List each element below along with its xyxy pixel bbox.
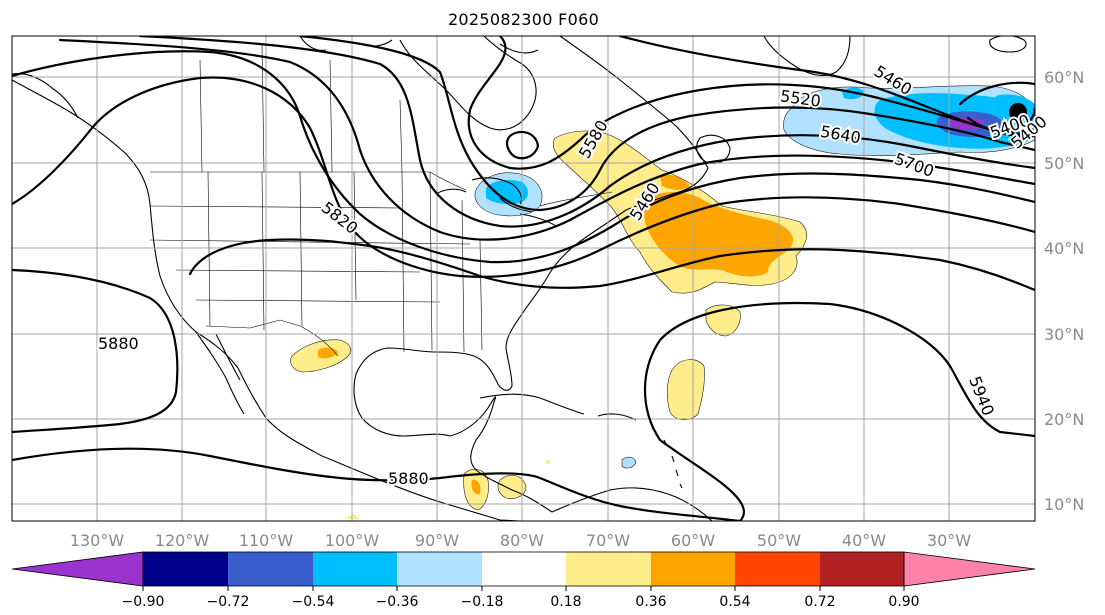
coast-gulf <box>353 347 451 437</box>
map-title: 2025082300 F060 <box>447 10 600 29</box>
coast-iceland <box>989 36 1027 53</box>
border-states-h1 <box>149 205 471 303</box>
colorbar-tick-label: 0.18 <box>550 594 581 610</box>
pos-field-central-america-a-mid <box>471 479 481 495</box>
coast-hudson-bay <box>399 36 537 131</box>
coast-us-east <box>435 209 627 391</box>
contour-label: 5880 <box>388 469 429 488</box>
neg-field-small-caribbean <box>621 456 637 469</box>
colorbar: −0.90 −0.72 −0.54 −0.36 −0.18 0.18 0.36 … <box>11 551 1036 610</box>
contour-5520-inner <box>505 130 540 160</box>
lon-label: 70°W <box>586 531 630 550</box>
colorbar-tick-label: −0.90 <box>122 594 165 610</box>
contour-5760 <box>12 50 1035 264</box>
contour-5880-main <box>12 447 742 521</box>
coastlines <box>12 36 1027 521</box>
lat-label: 50°N <box>1044 154 1084 173</box>
coast-cuba <box>479 393 585 415</box>
coast-great-lakes <box>435 177 557 227</box>
political-borders <box>149 43 613 357</box>
pos-field-small-1 <box>546 460 550 464</box>
colorbar-segment <box>735 552 820 586</box>
colorbar-extend-min <box>11 551 144 587</box>
coast-south-america <box>551 487 713 521</box>
graticule <box>12 36 1035 521</box>
colorbar-segment <box>397 552 482 586</box>
contour-5820 <box>12 76 1035 278</box>
map-frame <box>11 35 1036 522</box>
lon-label: 60°W <box>671 531 715 550</box>
coast-labrador <box>559 36 709 211</box>
colorbar-segment <box>482 552 566 586</box>
lon-label: 130°W <box>70 531 125 550</box>
pos-field-nw-atlantic-upper <box>660 174 690 190</box>
contour-5640 <box>138 36 1035 228</box>
lat-label: 10°N <box>1044 495 1084 514</box>
lon-label: 100°W <box>325 531 380 550</box>
lat-label: 60°N <box>1044 68 1084 87</box>
colorbar-segment <box>820 552 904 586</box>
colorbar-segment <box>313 552 397 586</box>
coast-central-america <box>449 396 553 513</box>
neg-field-great-lakes-mid <box>486 180 528 205</box>
colorbar-tick-label: 0.54 <box>719 594 750 610</box>
colorbar-tick-label: −0.18 <box>461 594 504 610</box>
longitude-labels: 130°W 120°W 110°W 100°W 90°W 80°W 70°W 6… <box>70 531 971 550</box>
colorbar-tick-label: −0.54 <box>292 594 335 610</box>
colorbar-tick-label: −0.72 <box>207 594 250 610</box>
lat-label: 30°N <box>1044 325 1084 344</box>
lon-label: 50°W <box>757 531 801 550</box>
lon-label: 80°W <box>500 531 544 550</box>
colorbar-segment <box>566 552 651 586</box>
colorbar-extend-max <box>903 551 1036 587</box>
colorbar-segment <box>651 552 735 586</box>
coast-west-north-america <box>12 79 521 521</box>
colorbar-ticks <box>142 586 905 591</box>
colorbar-segment <box>143 552 228 586</box>
lon-label: 30°W <box>927 531 971 550</box>
contour-5880-ridge <box>188 238 1035 292</box>
lon-label: 90°W <box>415 531 459 550</box>
coast-alaska <box>12 73 79 119</box>
lon-label: 110°W <box>239 531 294 550</box>
latitude-labels: 60°N 50°N 40°N 30°N 20°N 10°N <box>1044 68 1084 514</box>
contour-label: 5880 <box>98 334 139 353</box>
colorbar-tick-labels: −0.90 −0.72 −0.54 −0.36 −0.18 0.18 0.36 … <box>122 594 920 610</box>
colorbar-tick-label: 0.36 <box>635 594 666 610</box>
pos-field-nw-atlantic-mid <box>644 192 794 277</box>
coast-baja <box>195 331 245 415</box>
contour-5400-ring <box>958 81 1035 138</box>
contour-5700 <box>58 38 1035 241</box>
contour-5940 <box>644 301 1035 521</box>
colorbar-tick-label: 0.90 <box>888 594 919 610</box>
height-contours <box>12 36 1035 521</box>
border-states-v1 <box>207 171 405 353</box>
lat-label: 20°N <box>1044 410 1084 429</box>
contour-5880-west <box>12 268 179 434</box>
colorbar-segment <box>228 552 313 586</box>
border-canada-prov <box>199 43 403 173</box>
lat-label: 40°N <box>1044 239 1084 258</box>
colorbar-tick-label: −0.36 <box>376 594 419 610</box>
lon-label: 40°W <box>842 531 886 550</box>
contour-5580 <box>298 36 1035 212</box>
lon-label: 120°W <box>155 531 210 550</box>
contour-label: 5520 <box>779 86 822 110</box>
low-center-dot <box>1009 103 1027 121</box>
coast-greenland <box>763 36 851 77</box>
colorbar-tick-label: 0.72 <box>804 594 835 610</box>
pos-field-subtropics-b <box>666 359 705 421</box>
contour-5460 <box>618 36 1035 134</box>
colorbar-outline <box>142 551 905 587</box>
